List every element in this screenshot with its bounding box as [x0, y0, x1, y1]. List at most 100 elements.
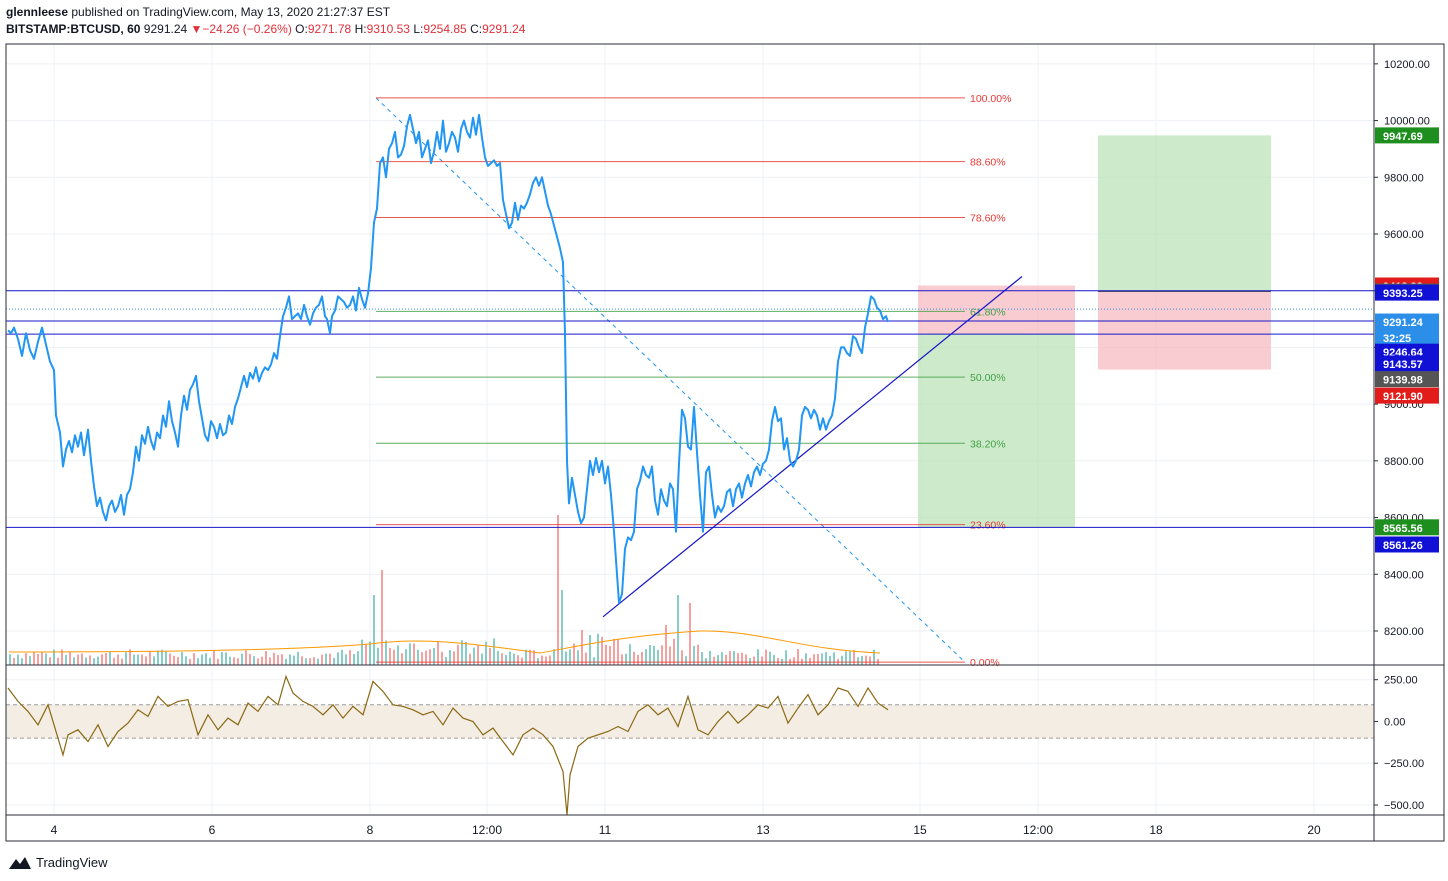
- volume-bar: [65, 654, 67, 665]
- volume-bar: [489, 648, 491, 665]
- volume-bar: [321, 654, 323, 665]
- volume-bar: [145, 656, 147, 665]
- cci-line: [7, 674, 889, 816]
- volume-bar: [657, 649, 659, 665]
- volume-bar: [257, 658, 259, 665]
- volume-bar: [549, 655, 551, 665]
- volume-bar: [93, 658, 95, 665]
- volume-bar: [565, 651, 567, 665]
- volume-bar: [293, 655, 295, 665]
- volume-bar: [385, 640, 387, 665]
- cci-axis-label: −500.00: [1384, 800, 1424, 812]
- cci-axis-label: −250.00: [1384, 758, 1424, 770]
- volume-bar: [113, 657, 115, 665]
- volume-bar: [141, 654, 143, 665]
- volume-bar: [457, 644, 459, 665]
- volume-bar: [577, 650, 579, 665]
- volume-bar: [733, 651, 735, 665]
- volume-bar: [653, 645, 655, 665]
- volume-bar: [381, 570, 383, 665]
- volume-bar: [401, 653, 403, 665]
- volume-bar: [357, 651, 359, 665]
- volume-bar: [217, 658, 219, 665]
- volume-bar: [249, 654, 251, 665]
- volume-bar: [13, 657, 15, 665]
- volume-bar: [705, 658, 707, 665]
- volume-bar: [201, 654, 203, 665]
- volume-bar: [745, 654, 747, 665]
- volume-bar: [541, 655, 543, 665]
- price-badge-label: 9393.25: [1383, 288, 1423, 300]
- volume-bar: [681, 650, 683, 665]
- volume-bar: [861, 656, 863, 665]
- volume-bar: [469, 653, 471, 665]
- volume-bar: [329, 653, 331, 665]
- volume-bar: [617, 639, 619, 665]
- volume-bar: [725, 654, 727, 665]
- volume-bar: [805, 653, 807, 665]
- volume-bar: [213, 650, 215, 665]
- time-axis-label: 12:00: [472, 823, 502, 837]
- volume-bar: [189, 658, 191, 665]
- volume-bar: [193, 653, 195, 665]
- stop-zone: [918, 285, 1075, 335]
- close-label: C:: [470, 22, 483, 36]
- volume-bar: [701, 651, 703, 665]
- volume-bar: [97, 656, 99, 665]
- volume-bar: [601, 636, 603, 665]
- volume-bar: [589, 634, 591, 665]
- volume-bar: [149, 651, 151, 665]
- cci-axis-label: 0.00: [1384, 716, 1405, 728]
- volume-bar: [605, 644, 607, 665]
- price-badge: [1375, 371, 1439, 388]
- volume-bar: [69, 652, 71, 665]
- volume-bar: [765, 649, 767, 665]
- volume-bar: [433, 648, 435, 665]
- author-name[interactable]: glennleese: [6, 5, 69, 19]
- price-badge: [1375, 127, 1439, 144]
- volume-bar: [445, 656, 447, 665]
- volume-bar: [353, 654, 355, 665]
- volume-bar: [769, 651, 771, 665]
- volume-bar: [165, 651, 167, 665]
- volume-bar: [773, 655, 775, 665]
- volume-bar: [849, 651, 851, 665]
- volume-bar: [277, 654, 279, 665]
- price-badge-label: 9143.57: [1383, 359, 1423, 371]
- volume-bar: [333, 657, 335, 665]
- volume-bar: [473, 647, 475, 665]
- volume-bar: [529, 649, 531, 665]
- tradingview-footer[interactable]: TradingView: [8, 855, 108, 870]
- volume-bar: [857, 657, 859, 665]
- volume-bar: [161, 649, 163, 665]
- volume-bar: [449, 650, 451, 665]
- volume-bar: [153, 656, 155, 665]
- time-axis-label: 18: [1149, 823, 1163, 837]
- volume-bar: [225, 652, 227, 665]
- low-label: L:: [413, 22, 424, 36]
- volume-bar: [537, 658, 539, 665]
- volume-bar: [673, 638, 675, 665]
- symbol-name[interactable]: BITSTAMP:BTCUSD, 60: [6, 22, 141, 36]
- volume-bar: [269, 657, 271, 665]
- volume-bar: [57, 657, 59, 665]
- fib-level-label: 50.00%: [970, 372, 1006, 384]
- volume-bar: [685, 656, 687, 665]
- ascending-trendline: [602, 276, 1023, 618]
- volume-bar: [365, 644, 367, 665]
- volume-bar: [629, 644, 631, 665]
- volume-bar: [689, 603, 691, 665]
- volume-bar: [865, 655, 867, 665]
- cci-pane: [6, 674, 1374, 816]
- volume-bars: [8, 515, 881, 665]
- volume-bar: [81, 653, 83, 665]
- volume-bar: [649, 645, 651, 665]
- price-axis-labels: 9947.699418.339397.169393.259291.2432:25…: [1375, 127, 1439, 553]
- volume-bar: [389, 647, 391, 665]
- time-axis-label: 6: [209, 823, 216, 837]
- volume-bar: [661, 645, 663, 665]
- volume-bar: [177, 656, 179, 665]
- close-value: 9291.24: [482, 22, 526, 36]
- volume-bar: [409, 643, 411, 665]
